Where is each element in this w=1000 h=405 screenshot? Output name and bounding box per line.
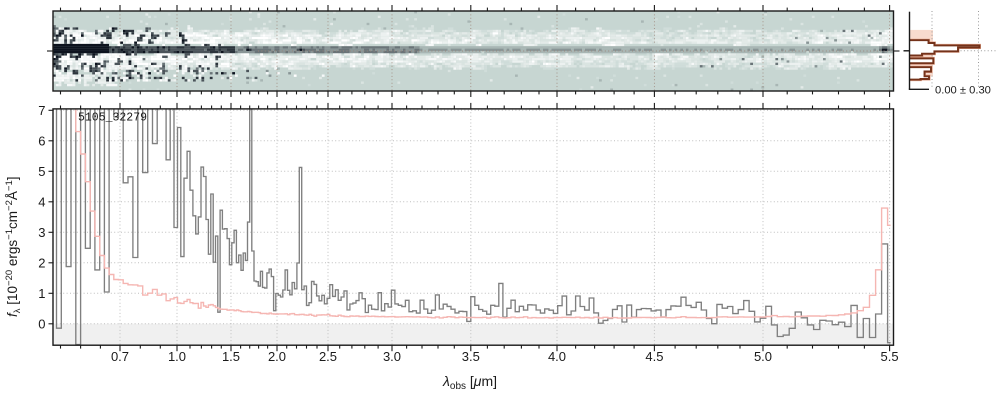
svg-text:7: 7 (38, 103, 45, 118)
svg-text:1: 1 (38, 286, 45, 301)
svg-text:λobs [μm]: λobs [μm] (442, 373, 497, 392)
svg-text:0.7: 0.7 (111, 349, 129, 364)
svg-text:3: 3 (38, 225, 45, 240)
svg-text:2.5: 2.5 (319, 349, 337, 364)
svg-text:6: 6 (38, 133, 45, 148)
svg-text:1.5: 1.5 (222, 349, 240, 364)
svg-text:5105_32279: 5105_32279 (78, 112, 147, 125)
svg-text:5.5: 5.5 (881, 349, 899, 364)
svg-text:3.0: 3.0 (383, 349, 401, 364)
svg-text:2.0: 2.0 (268, 349, 286, 364)
svg-text:2: 2 (38, 255, 45, 270)
svg-text:4: 4 (38, 194, 45, 209)
svg-text:0.00 ± 0.30: 0.00 ± 0.30 (935, 85, 991, 97)
svg-text:fλ [10−20 ergs−1cm−2Å−1]: fλ [10−20 ergs−1cm−2Å−1] (4, 177, 23, 318)
svg-text:0: 0 (38, 316, 45, 331)
svg-text:4.0: 4.0 (548, 349, 566, 364)
svg-text:5.0: 5.0 (754, 349, 772, 364)
svg-text:5: 5 (38, 164, 45, 179)
svg-text:1.0: 1.0 (168, 349, 186, 364)
svg-text:4.5: 4.5 (645, 349, 663, 364)
svg-text:3.5: 3.5 (462, 349, 480, 364)
